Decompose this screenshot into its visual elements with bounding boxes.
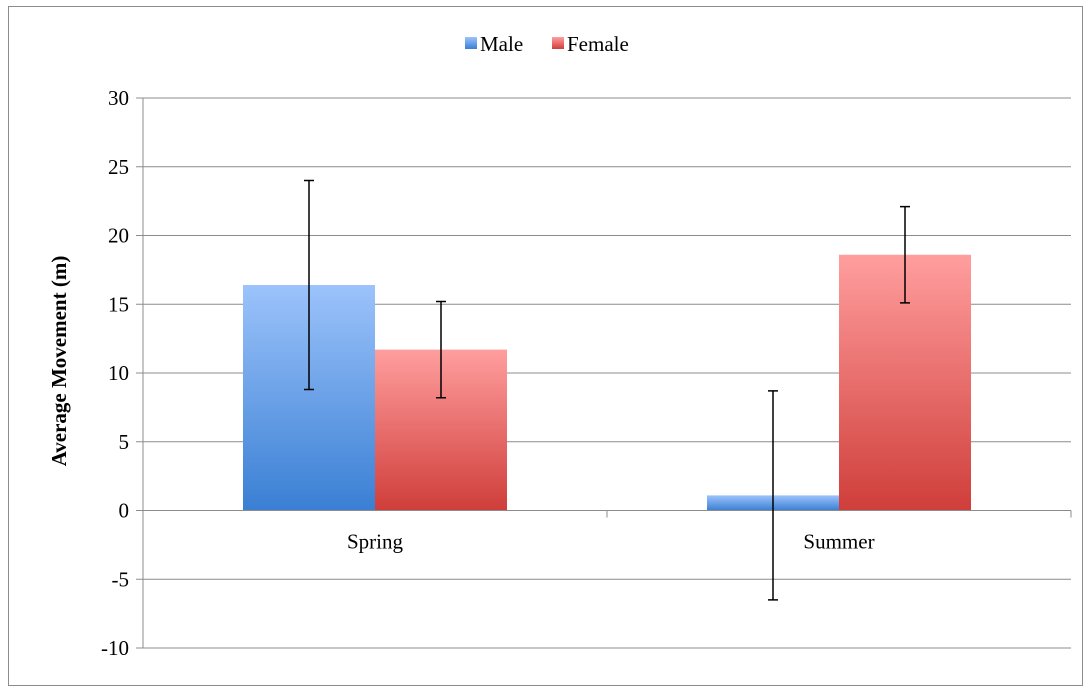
bars: [243, 254, 971, 511]
y-tick-label: 15: [108, 292, 129, 316]
legend-item-female: Female: [552, 32, 629, 56]
y-tick-label: -10: [101, 636, 129, 660]
error-bar-male-spring: [304, 179, 314, 391]
y-tick-label: 0: [119, 499, 130, 523]
y-tick-label: 25: [108, 155, 129, 179]
error-bar-male-summer: [768, 390, 778, 601]
error-bars: [304, 179, 910, 601]
error-bar-female-spring: [436, 300, 446, 399]
y-tick-label: 20: [108, 224, 129, 248]
y-tick-label: 30: [108, 86, 129, 110]
y-tick-label: 5: [119, 430, 130, 454]
tick-labels: -10 -5 0 5 10 15 20 25 30 Spring Summer: [101, 86, 875, 660]
x-tick-label: Spring: [347, 530, 404, 554]
x-tick-label: Summer: [803, 530, 874, 554]
y-axis-title: Average Movement (m): [47, 256, 71, 467]
legend-swatch: [465, 37, 477, 49]
legend-label: Male: [480, 32, 523, 56]
y-tick-label: 10: [108, 361, 129, 385]
legend: Male Female: [465, 32, 629, 56]
legend-label: Female: [567, 32, 629, 56]
axes: [136, 97, 1072, 649]
legend-swatch: [552, 37, 564, 49]
error-bar-female-summer: [900, 205, 910, 304]
legend-item-male: Male: [465, 32, 523, 56]
y-tick-label: -5: [112, 567, 130, 591]
